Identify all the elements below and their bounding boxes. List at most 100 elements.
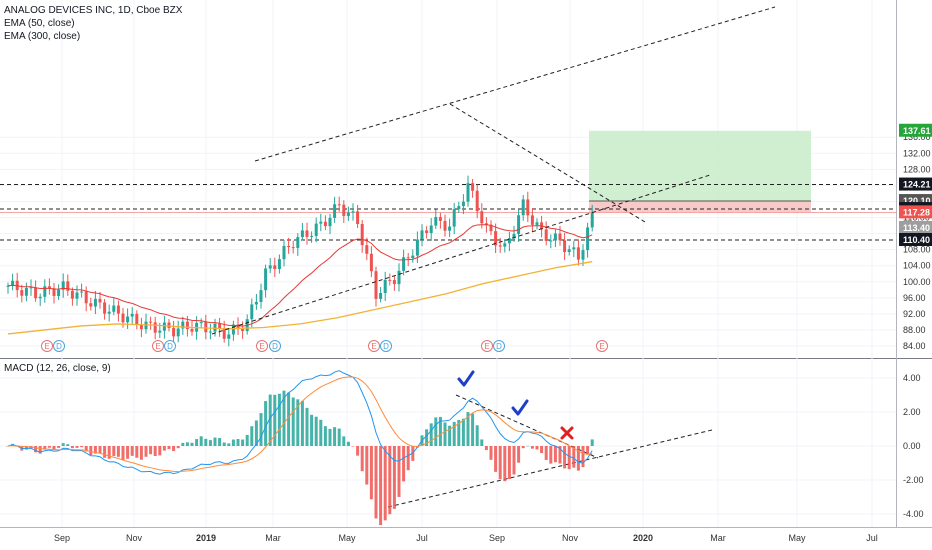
macd-histogram-bar (443, 422, 447, 446)
macd-histogram-bar (126, 446, 130, 459)
macd-histogram-bar (116, 446, 120, 457)
macd-histogram-bar (52, 446, 56, 450)
candle-body (52, 288, 56, 296)
symbol-title[interactable]: ANALOG DEVICES INC, 1D, Cboe BZX (4, 5, 183, 16)
candle-body (204, 322, 208, 333)
macd-histogram-bar (438, 416, 442, 446)
macd-histogram-bar (558, 446, 562, 464)
event-marker-label: E (371, 342, 376, 351)
candle-body (590, 212, 594, 228)
macd-histogram-bar (337, 428, 341, 446)
candle-body (369, 253, 373, 272)
candle-body (314, 223, 318, 236)
price-tag (899, 123, 932, 137)
candle-body (443, 220, 447, 231)
macd-histogram-bar (576, 446, 580, 471)
candle-body (420, 230, 424, 240)
event-marker-label: D (272, 342, 278, 351)
candle-body (415, 239, 419, 256)
macd-histogram-bar (323, 426, 327, 446)
candle-body (572, 247, 576, 250)
macd-histogram-bar (112, 446, 116, 456)
candle-body (466, 183, 470, 202)
candle-body (503, 243, 507, 247)
candle-body (484, 223, 488, 225)
candle-body (167, 322, 171, 329)
macd-histogram-bar (254, 420, 258, 446)
macd-histogram-bar (305, 407, 309, 446)
macd-histogram-bar (507, 446, 511, 480)
macd-histogram-bar (448, 425, 452, 446)
candle-body (61, 281, 65, 290)
macd-histogram-bar (98, 446, 102, 454)
candle-body (581, 250, 585, 260)
time-tick-label: Nov (126, 533, 143, 543)
macd-histogram-bar (310, 414, 314, 446)
candle-body (254, 301, 258, 305)
macd-histogram-bar (162, 446, 166, 451)
macd-histogram-bar (190, 442, 194, 446)
profit-zone (589, 130, 811, 202)
candle-body (425, 230, 429, 233)
macd-histogram-bar (103, 446, 107, 458)
macd-histogram-bar (489, 446, 493, 460)
candle-body (149, 321, 153, 323)
earnings-marker (41, 340, 53, 352)
macd-histogram-bar (319, 419, 323, 446)
macd-histogram-bar (57, 446, 61, 448)
macd-histogram-bar (369, 446, 373, 500)
candle-body (80, 291, 84, 293)
candle-body (121, 313, 125, 323)
candle-body (130, 313, 134, 317)
macd-histogram-bar (268, 394, 272, 446)
dividend-marker (493, 340, 505, 352)
macd-histogram-bar (277, 393, 281, 446)
time-tick-label: Nov (562, 533, 579, 543)
earnings-marker (256, 340, 268, 352)
macd-histogram-bar (567, 446, 571, 470)
candle-body (38, 296, 42, 299)
event-marker-label: E (155, 342, 160, 351)
price-tick-label: 128.00 (903, 164, 931, 174)
macd-tick-label: 0.00 (903, 441, 921, 451)
price-tick-label: 88.00 (903, 325, 926, 335)
candles (6, 175, 594, 347)
candle-body (553, 233, 557, 241)
candle-body (282, 245, 286, 260)
macd-histogram-bar (213, 437, 217, 446)
macd-histogram-bar (365, 446, 369, 485)
macd-histogram-bar (149, 446, 153, 455)
candle-body (535, 222, 539, 225)
macd-pane[interactable] (0, 359, 896, 527)
macd-histogram-bar (342, 436, 346, 446)
price-tick-label: 108.00 (903, 245, 931, 255)
candle-body (397, 270, 401, 285)
time-tick-label: May (788, 533, 806, 543)
macd-histogram-bar (61, 443, 65, 446)
chart-legend: ANALOG DEVICES INC, 1D, Cboe BZX EMA (50… (4, 4, 182, 43)
event-marker-label: E (259, 342, 264, 351)
candle-body (11, 280, 15, 286)
event-marker-label: D (167, 342, 173, 351)
ema300-label[interactable]: EMA (300, close) (4, 31, 81, 42)
candle-body (66, 281, 70, 291)
macd-histogram-bar (392, 446, 396, 509)
price-tick-label: 136.00 (903, 132, 931, 142)
time-tick-label: May (338, 533, 356, 543)
macd-label[interactable]: MACD (12, 26, close, 9) (4, 363, 111, 374)
macd-legend: MACD (12, 26, close, 9) (4, 362, 111, 375)
macd-histogram-bar (374, 446, 378, 519)
macd-histogram-bar (581, 446, 585, 468)
candle-body (498, 245, 502, 247)
candle-body (480, 211, 484, 224)
macd-histogram-bar (227, 443, 231, 446)
price-tag-label: 120.10 (903, 196, 931, 206)
ema50-label[interactable]: EMA (50, close) (4, 18, 75, 29)
candle-body (402, 257, 406, 271)
candle-body (162, 322, 166, 331)
price-axis: 84.0088.0092.0096.00100.00104.00108.0011… (899, 123, 932, 519)
price-tag (899, 177, 932, 191)
macd-histogram-bar (70, 446, 74, 449)
price-tag (899, 220, 932, 234)
